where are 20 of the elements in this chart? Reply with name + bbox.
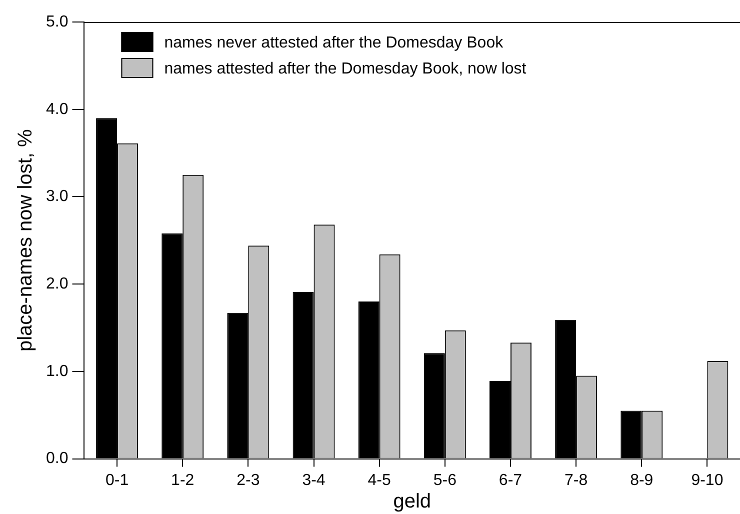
legend-label: names attested after the Domesday Book, now lost (164, 60, 527, 78)
legend-label: names never attested after the Domesday Book (164, 34, 504, 52)
y-tick-label: 2.0 (46, 275, 68, 292)
x-tick-label: 5-6 (433, 472, 457, 489)
y-tick-label: 3.0 (46, 188, 68, 206)
x-tick-label: 9-10 (691, 472, 724, 489)
x-tick-label: 1-2 (171, 472, 194, 489)
x-tick-label: 8-9 (630, 472, 654, 489)
x-tick-label: 0-1 (105, 472, 129, 489)
y-axis-title: place-names now lost, % (14, 129, 37, 352)
x-tick-label: 3-4 (302, 472, 326, 489)
x-tick-label: 6-7 (498, 472, 522, 489)
y-tick-label: 1.0 (46, 362, 68, 380)
y-tick-label: 4.0 (46, 100, 68, 118)
x-tick-label: 4-5 (368, 472, 391, 489)
x-tick-label: 2-3 (236, 472, 260, 489)
y-tick-label: 5.0 (46, 13, 68, 30)
x-tick-label: 7-8 (564, 472, 588, 489)
y-tick-label: 0.0 (46, 450, 68, 468)
x-axis-title: geld (393, 490, 432, 513)
